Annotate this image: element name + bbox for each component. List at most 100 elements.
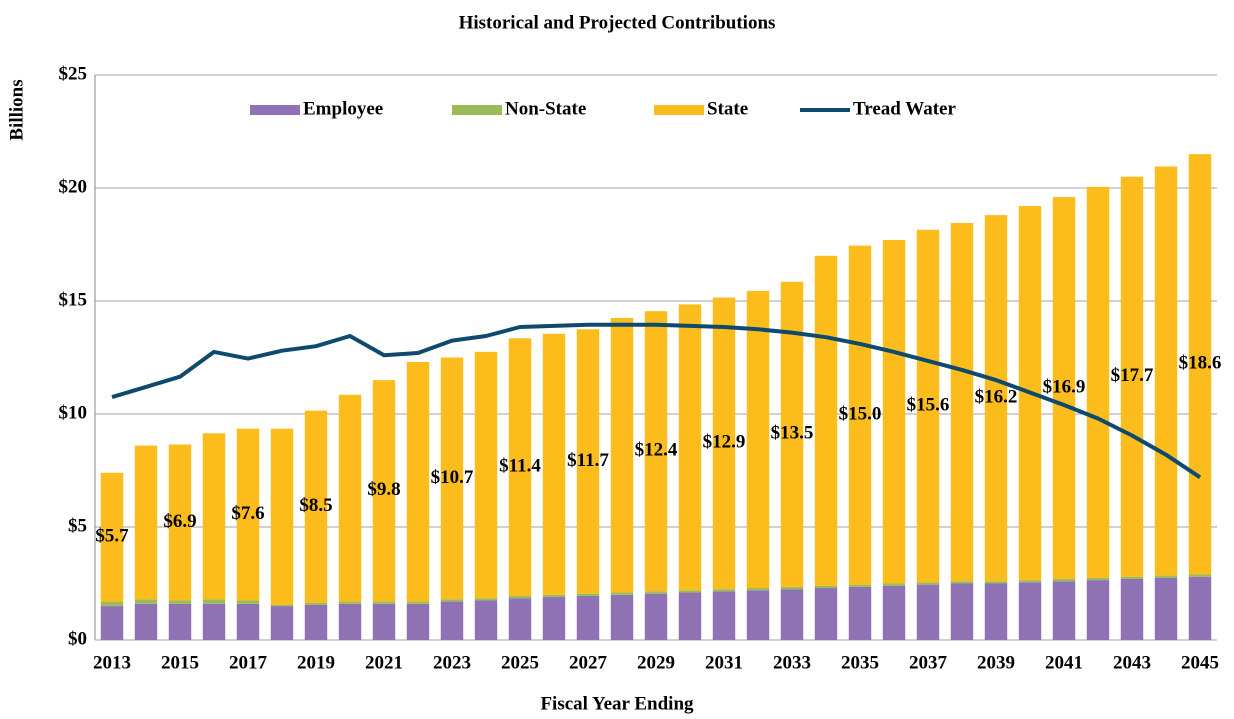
legend-swatch [250, 105, 300, 115]
x-tick-label: 2025 [501, 652, 539, 673]
line [111, 322, 1202, 479]
bar [270, 606, 294, 640]
data-label: $8.5 [299, 495, 332, 516]
legend-swatch [452, 105, 502, 115]
bar [236, 603, 260, 640]
bar [100, 601, 124, 607]
bar [100, 472, 124, 602]
bar [780, 589, 804, 640]
bar [1154, 575, 1178, 578]
bar [474, 351, 498, 599]
bar [882, 585, 906, 640]
bar [508, 338, 532, 596]
y-tick-label: $25 [59, 63, 88, 84]
bar [1154, 166, 1178, 576]
bar [542, 594, 566, 598]
bar [916, 584, 940, 640]
bar [678, 590, 702, 593]
bar [134, 599, 158, 604]
x-tick-label: 2015 [161, 652, 199, 673]
bar [814, 588, 838, 640]
bar [1120, 176, 1144, 577]
bar [168, 603, 192, 640]
bar [406, 603, 430, 640]
y-tick-label: $10 [59, 402, 88, 423]
bar [440, 357, 464, 600]
x-axis-label: Fiscal Year Ending [540, 693, 694, 714]
bar [712, 589, 736, 592]
bar [644, 311, 668, 592]
data-label: $10.7 [431, 467, 474, 488]
bar [508, 598, 532, 640]
y-tick-label: $20 [59, 176, 88, 197]
bar [814, 585, 838, 589]
bar [576, 329, 600, 594]
x-tick-label: 2017 [229, 652, 268, 673]
x-tick-label: 2039 [977, 652, 1015, 673]
bar [916, 582, 940, 585]
data-label: $7.6 [231, 503, 264, 524]
x-tick-label: 2043 [1113, 652, 1151, 673]
bar [1120, 576, 1144, 579]
data-label: $17.7 [1111, 365, 1154, 386]
bar [644, 593, 668, 640]
data-label: $5.7 [95, 526, 129, 547]
data-label: $6.9 [163, 511, 196, 532]
data-label: $12.9 [703, 432, 746, 453]
y-tick-label: $15 [59, 289, 88, 310]
bar [984, 581, 1008, 584]
bar [440, 601, 464, 640]
bar [236, 428, 260, 601]
bar [100, 606, 124, 640]
x-tick-label: 2033 [773, 652, 811, 673]
bar [304, 602, 328, 605]
bar [814, 255, 838, 586]
chart-title: Historical and Projected Contributions [459, 12, 776, 33]
bar [984, 215, 1008, 582]
bar [440, 599, 464, 602]
bar [202, 599, 226, 604]
bar [780, 586, 804, 590]
data-label: $13.5 [771, 423, 814, 444]
bar [168, 444, 192, 601]
bar [168, 600, 192, 604]
bar [610, 592, 634, 595]
bar [338, 603, 362, 640]
data-label: $11.7 [567, 450, 609, 471]
bar [916, 229, 940, 583]
bar [236, 600, 260, 604]
data-label: $16.2 [975, 387, 1018, 408]
data-label: $11.4 [499, 455, 541, 476]
bar [1052, 578, 1076, 582]
bar [1086, 580, 1110, 640]
legend-swatch [654, 105, 704, 115]
x-tick-label: 2013 [93, 652, 131, 673]
bar [134, 603, 158, 640]
bar [1188, 576, 1212, 640]
bar [882, 239, 906, 584]
bar [474, 598, 498, 601]
bar [950, 581, 974, 584]
bar [1052, 197, 1076, 579]
bar [508, 595, 532, 599]
bar [1188, 574, 1212, 577]
x-tick-label: 2023 [433, 652, 471, 673]
x-tick-label: 2021 [365, 652, 403, 673]
bar [372, 380, 396, 602]
legend-label: Employee [303, 98, 383, 119]
bar [848, 584, 872, 587]
bar [338, 601, 362, 604]
y-tick-label: $5 [68, 515, 87, 536]
bar [202, 433, 226, 600]
legend-label: Tread Water [853, 98, 956, 119]
bar [780, 281, 804, 587]
bar [304, 410, 328, 603]
bar [406, 362, 430, 602]
bar [746, 590, 770, 640]
data-label: $9.8 [367, 479, 400, 500]
bar [712, 297, 736, 590]
x-tick-label: 2029 [637, 652, 675, 673]
x-tick-label: 2041 [1045, 652, 1083, 673]
y-axis-label: Billions [6, 79, 27, 140]
x-tick-label: 2019 [297, 652, 335, 673]
